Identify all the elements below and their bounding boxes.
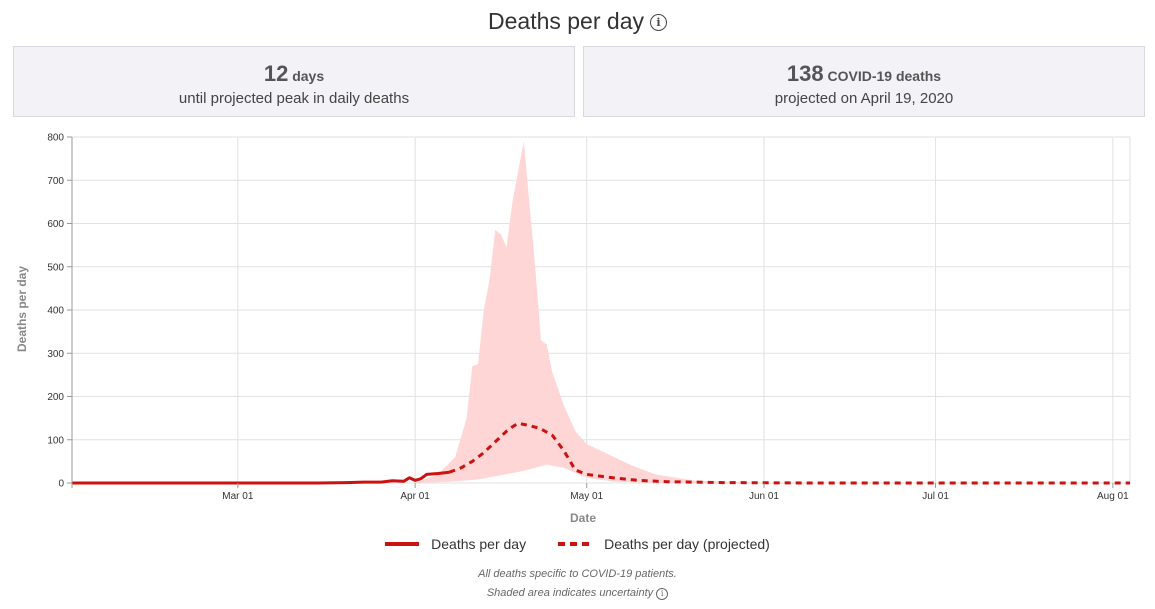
legend-solid-line-icon (385, 542, 420, 546)
x-axis-label: Date (570, 511, 596, 525)
y-tick-label: 0 (58, 479, 64, 490)
series-line-projected (448, 421, 1130, 485)
y-tick-label: 800 (47, 133, 64, 144)
chart-axes: 0 100 200 300 400 500 600 700 800 Mar 01 Apr 01 May… (47, 133, 1129, 503)
peak-deaths-headline: 138 COVID-19 deaths (584, 61, 1144, 87)
y-tick-label: 600 (47, 219, 64, 230)
legend-item-actual[interactable]: Deaths per day (385, 536, 526, 552)
y-tick-label: 200 (47, 392, 64, 403)
peak-days-headline: 12 days (14, 61, 574, 87)
y-tick-label: 700 (47, 176, 64, 187)
x-tick-label: May 01 (570, 491, 603, 502)
footnote-uncertainty: Shaded area indicates uncertainty (486, 587, 654, 599)
x-tick-label: Apr 01 (400, 491, 430, 502)
chart-legend: Deaths per day Deaths per day (projected… (0, 536, 1155, 552)
chart-grid (72, 136, 1131, 484)
footnote-deaths: All deaths specific to COVID-19 patients… (478, 568, 677, 580)
uncertainty-band (415, 141, 1131, 484)
x-tick-label: Mar 01 (222, 491, 254, 502)
legend-item-projected[interactable]: Deaths per day (projected) (558, 536, 770, 552)
series-line-actual (72, 470, 450, 485)
uncertainty-band-layer (415, 141, 1131, 484)
y-axis-label: Deaths per day (15, 266, 29, 352)
footnote-uncertainty-row: Shaded area indicates uncertainty i (0, 587, 1155, 600)
x-tick-label: Jun 01 (749, 491, 779, 502)
peak-deaths-value: 138 (786, 61, 824, 86)
legend-label-actual: Deaths per day (431, 536, 527, 552)
peak-days-value: 12 (263, 61, 289, 86)
deaths-chart[interactable]: 0 100 200 300 400 500 600 700 800 Mar 01 Apr 01 May… (0, 126, 1155, 531)
chart-title: Deaths per day (488, 8, 644, 34)
peak-days-card: 12 days until projected peak in daily de… (13, 46, 575, 117)
legend-label-projected: Deaths per day (projected) (604, 536, 770, 552)
y-tick-label: 400 (47, 306, 64, 317)
chart-title-row: Deaths per day i (0, 8, 1155, 35)
y-tick-label: 300 (47, 349, 64, 360)
x-tick-label: Aug 01 (1097, 491, 1129, 502)
legend-dashed-line-icon (558, 542, 593, 546)
peak-days-unit: days (292, 68, 325, 84)
uncertainty-info-icon[interactable]: i (656, 588, 669, 600)
peak-deaths-unit: COVID-19 deaths (827, 68, 942, 84)
peak-deaths-caption: projected on April 19, 2020 (774, 90, 954, 107)
y-tick-label: 100 (47, 435, 64, 446)
peak-days-caption: until projected peak in daily deaths (178, 90, 410, 107)
peak-deaths-card: 138 COVID-19 deaths projected on April 1… (583, 46, 1145, 117)
x-tick-label: Jul 01 (922, 491, 949, 502)
y-tick-label: 500 (47, 262, 64, 273)
info-icon[interactable]: i (649, 14, 667, 31)
series-layer (72, 421, 1130, 485)
